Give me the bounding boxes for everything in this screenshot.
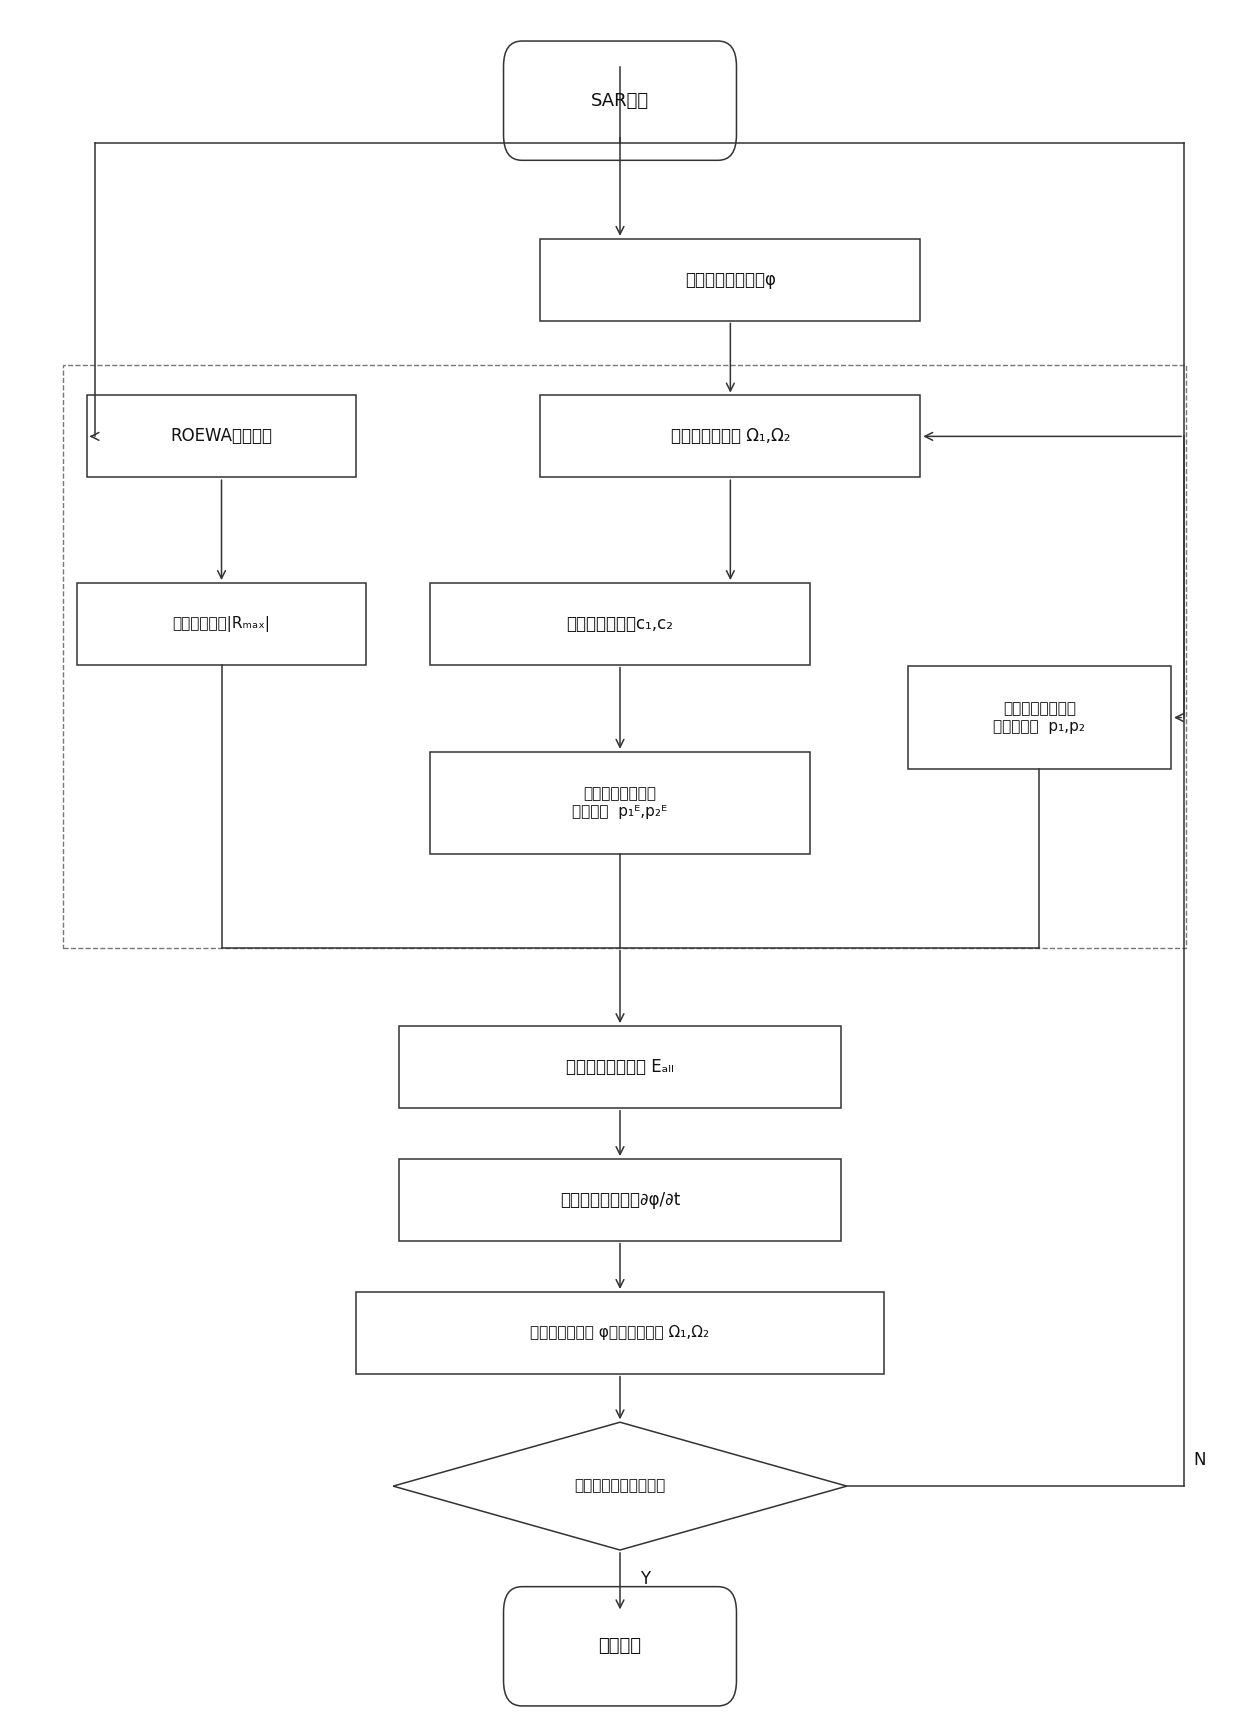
- Text: 边缘强度模值|Rₘₐₓ|: 边缘强度模值|Rₘₐₓ|: [172, 615, 270, 632]
- Text: 计算两个区域的实
际概率密度  p₁,p₂: 计算两个区域的实 际概率密度 p₁,p₂: [993, 701, 1085, 734]
- Text: 分割结果: 分割结果: [599, 1637, 641, 1656]
- FancyBboxPatch shape: [77, 582, 366, 665]
- FancyBboxPatch shape: [399, 1026, 841, 1108]
- Text: N: N: [1194, 1452, 1207, 1469]
- Text: 构造总的能量函数 Eₐₗₗ: 构造总的能量函数 Eₐₗₗ: [567, 1058, 673, 1075]
- Text: 判断是否满足终止条件: 判断是否满足终止条件: [574, 1479, 666, 1493]
- Text: 初始化水平集函数φ: 初始化水平集函数φ: [684, 271, 776, 289]
- Text: 计算两个区域估计
概率密度  p₁ᴱ,p₂ᴱ: 计算两个区域估计 概率密度 p₁ᴱ,p₂ᴱ: [573, 787, 667, 819]
- Text: 分割成两个区域 Ω₁,Ω₂: 分割成两个区域 Ω₁,Ω₂: [671, 428, 790, 445]
- Text: 更新水平集函数 φ，得到新区域 Ω₁,Ω₂: 更新水平集函数 φ，得到新区域 Ω₁,Ω₂: [531, 1325, 709, 1340]
- Text: 求梯度下降流方程∂φ/∂t: 求梯度下降流方程∂φ/∂t: [560, 1191, 680, 1209]
- FancyBboxPatch shape: [503, 1587, 737, 1706]
- FancyBboxPatch shape: [87, 395, 356, 478]
- FancyBboxPatch shape: [430, 582, 810, 665]
- Text: ROEWA边缘检测: ROEWA边缘检测: [171, 428, 273, 445]
- FancyBboxPatch shape: [503, 41, 737, 160]
- Text: Y: Y: [640, 1570, 650, 1589]
- Polygon shape: [393, 1423, 847, 1550]
- FancyBboxPatch shape: [430, 752, 810, 854]
- Text: SAR图像: SAR图像: [591, 91, 649, 110]
- FancyBboxPatch shape: [399, 1160, 841, 1240]
- Text: 计算两区域均值c₁,c₂: 计算两区域均值c₁,c₂: [567, 615, 673, 632]
- FancyBboxPatch shape: [356, 1292, 884, 1374]
- FancyBboxPatch shape: [541, 395, 920, 478]
- FancyBboxPatch shape: [908, 667, 1171, 768]
- FancyBboxPatch shape: [541, 239, 920, 321]
